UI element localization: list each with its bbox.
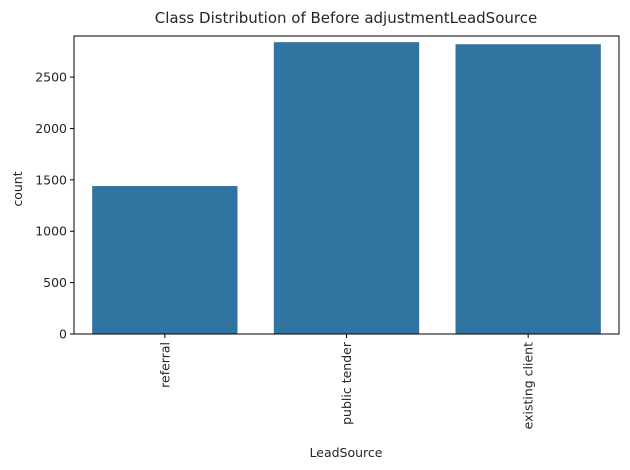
y-tick-label: 2500 (35, 70, 67, 85)
bar-public-tender (273, 42, 420, 334)
x-tick-label: public tender (339, 341, 354, 425)
y-tick-label: 2000 (35, 121, 67, 136)
y-tick-label: 0 (59, 327, 67, 342)
y-tick-label: 500 (43, 275, 67, 290)
x-tick-label: existing client (521, 342, 536, 429)
chart-title: Class Distribution of Before adjustmentL… (155, 9, 537, 27)
x-tick-label: referral (157, 342, 172, 388)
y-tick-label: 1500 (35, 172, 67, 187)
bars (92, 42, 601, 334)
plot-frame (73, 35, 620, 335)
y-axis-ticks: 0 500 1000 1500 2000 2500 (35, 70, 74, 342)
bar-existing-client (455, 44, 601, 334)
x-axis-ticks: referral public tender existing client (157, 334, 536, 429)
y-axis-label: count (10, 171, 25, 206)
bar-referral (92, 186, 238, 334)
y-tick-label: 1000 (35, 224, 67, 239)
x-axis-label: LeadSource (310, 445, 383, 460)
